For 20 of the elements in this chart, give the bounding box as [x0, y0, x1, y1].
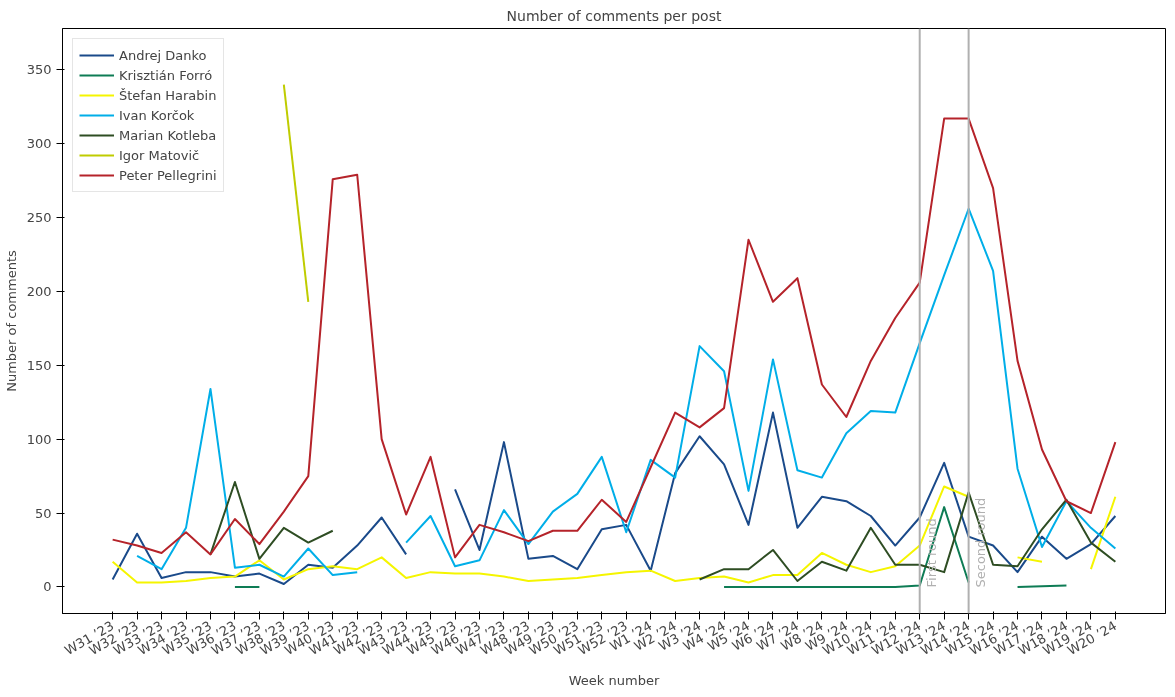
legend-label: Peter Pellegrini: [119, 167, 217, 183]
legend-label: Marian Kotleba: [119, 127, 217, 143]
y-axis-title: Number of comments: [3, 250, 19, 392]
legend-label: Štefan Harabin: [119, 87, 217, 103]
ref-line-label: Second round: [972, 497, 988, 588]
legend-label: Andrej Danko: [119, 47, 207, 63]
x-axis-title: Week number: [568, 672, 660, 688]
ref-line-label: First round: [923, 518, 939, 588]
y-tick-label: 200: [26, 283, 52, 299]
legend-label: Igor Matovič: [119, 147, 200, 163]
chart-title: Number of comments per post: [506, 7, 722, 24]
y-tick-label: 50: [34, 505, 52, 521]
legend-label: Ivan Korčok: [119, 107, 195, 123]
y-tick-label: 300: [26, 136, 52, 152]
y-tick-label: 350: [26, 62, 52, 78]
y-tick-label: 150: [26, 357, 52, 373]
legend-label: Krisztián Forró: [119, 67, 213, 83]
y-tick-label: 100: [26, 431, 52, 447]
y-tick-label: 250: [26, 210, 52, 226]
y-tick-label: 0: [43, 579, 52, 595]
